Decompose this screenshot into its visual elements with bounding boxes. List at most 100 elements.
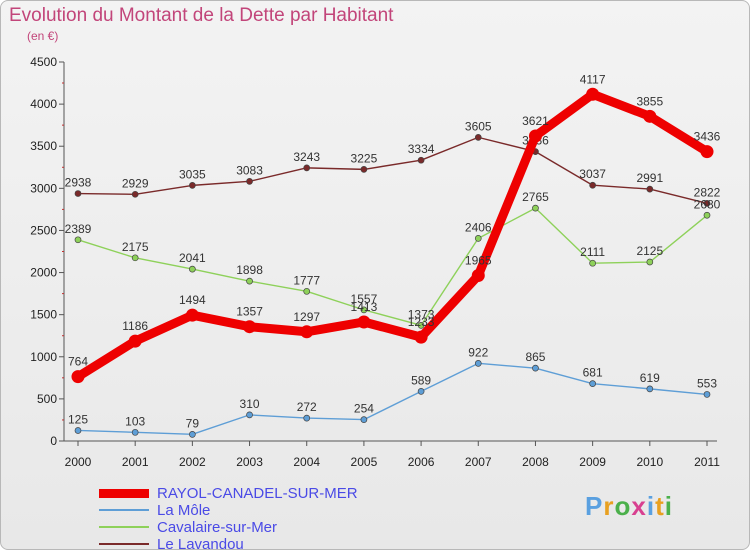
data-label: 764 [68, 355, 88, 369]
data-point [131, 254, 139, 262]
data-label: 1413 [351, 300, 378, 314]
data-label: 1494 [179, 293, 206, 307]
data-point [643, 109, 657, 123]
data-point [646, 185, 654, 193]
logo-letter: i [646, 491, 656, 521]
data-label: 3436 [694, 130, 721, 144]
data-point [71, 370, 85, 384]
data-label: 619 [640, 371, 660, 385]
y-tick-label: 3000 [30, 181, 57, 195]
data-point [700, 145, 714, 159]
data-point [646, 385, 654, 393]
logo-letter: x [631, 491, 647, 521]
legend-label: La Môle [157, 502, 211, 519]
data-label: 922 [468, 345, 488, 359]
data-label: 79 [186, 416, 200, 430]
data-point [528, 129, 542, 143]
logo-letter: o [614, 491, 632, 521]
data-label: 103 [125, 414, 145, 428]
data-point [703, 391, 711, 398]
series-line-3 [77, 136, 708, 205]
x-tick-label: 2008 [522, 455, 549, 469]
data-label: 1557 [351, 292, 378, 306]
data-label: 3855 [636, 94, 663, 108]
data-label: 3037 [579, 167, 606, 181]
data-label: 1898 [236, 263, 263, 277]
data-point [357, 315, 371, 329]
data-point [417, 322, 425, 329]
data-label: 2938 [65, 176, 92, 190]
data-point [417, 388, 425, 395]
y-tick-label: 4000 [30, 97, 57, 111]
chart-title: Evolution du Montant de la Dette par Hab… [9, 5, 394, 26]
data-label: 2125 [636, 244, 663, 258]
data-label: 2680 [694, 197, 721, 211]
data-point [360, 416, 368, 423]
y-tick-label: 500 [37, 392, 57, 406]
data-label: 681 [583, 366, 603, 380]
data-point [589, 181, 596, 189]
data-label: 2389 [65, 222, 92, 236]
data-label: 2175 [122, 240, 149, 254]
legend-label: Le Lavandou [157, 536, 244, 550]
data-point [300, 325, 314, 339]
data-point [360, 306, 368, 314]
y-tick-label: 2000 [30, 266, 57, 280]
data-point [589, 259, 596, 267]
x-tick-label: 2007 [465, 455, 492, 469]
x-tick-label: 2003 [236, 455, 263, 469]
series-line-1 [77, 362, 708, 436]
data-label: 2041 [179, 251, 206, 265]
data-point [703, 211, 711, 219]
data-point [74, 236, 82, 244]
data-point [474, 359, 482, 367]
logo-letter: r [603, 491, 615, 521]
legend-label: RAYOL-CANADEL-SUR-MER [157, 485, 358, 502]
proxiti-logo: Proxiti [585, 491, 673, 522]
y-tick-label: 1500 [30, 308, 57, 322]
series-line-0 [73, 89, 712, 382]
data-point [586, 87, 600, 101]
data-label: 865 [525, 350, 545, 364]
data-label: 1233 [408, 315, 435, 329]
data-point [189, 182, 196, 189]
data-label: 272 [297, 400, 317, 414]
data-point [131, 190, 139, 198]
x-tick-label: 2001 [122, 455, 149, 469]
data-label: 1186 [122, 319, 148, 333]
data-label: 2111 [580, 245, 605, 259]
chart-subtitle: (en €) [27, 29, 59, 43]
data-label: 3243 [293, 150, 320, 164]
y-tick-label: 1000 [30, 350, 57, 364]
data-point [474, 235, 482, 242]
data-label: 3621 [522, 114, 549, 128]
data-label: 1965 [465, 254, 492, 268]
y-tick-label: 4500 [30, 55, 57, 69]
x-tick-label: 2011 [694, 455, 720, 469]
data-label: 4117 [580, 72, 606, 86]
legend-swatch [99, 543, 149, 545]
data-label: 589 [411, 373, 431, 387]
data-point [246, 277, 253, 285]
data-label: 553 [697, 376, 717, 390]
data-point [128, 334, 142, 348]
data-point [360, 166, 368, 173]
data-label: 1373 [408, 307, 435, 321]
data-point [303, 414, 311, 422]
data-label: 3605 [465, 119, 492, 133]
data-point [589, 380, 596, 387]
data-point [417, 156, 425, 164]
data-point [246, 177, 253, 185]
data-label: 2991 [636, 171, 663, 185]
data-point [703, 199, 711, 207]
x-tick-label: 2002 [179, 455, 206, 469]
data-point [246, 411, 253, 419]
data-point [189, 430, 196, 438]
data-label: 1777 [293, 273, 320, 287]
data-point [646, 258, 654, 266]
data-label: 125 [68, 412, 88, 426]
data-label: 1357 [236, 305, 263, 319]
series-line-2 [77, 207, 708, 327]
data-label: 310 [240, 397, 260, 411]
